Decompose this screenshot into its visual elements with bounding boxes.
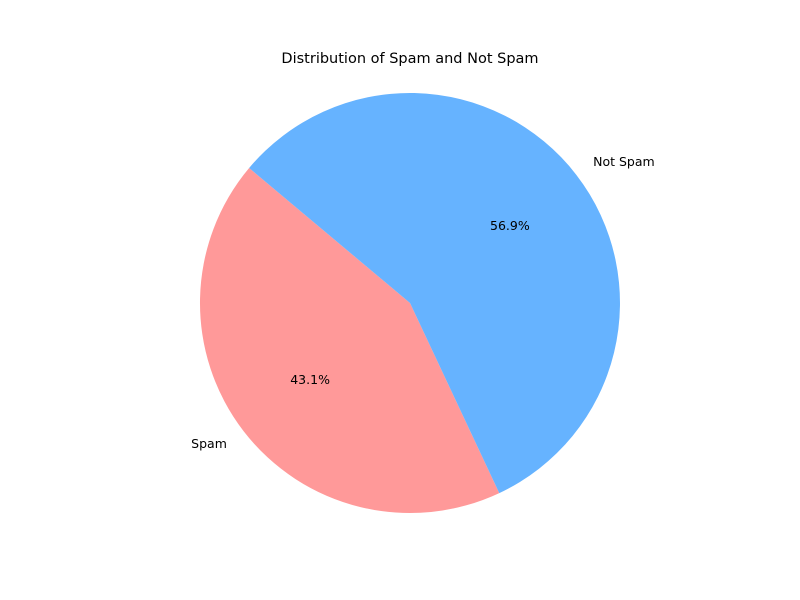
pie-slice-not-spam <box>249 93 620 494</box>
pie-slices <box>199 93 620 514</box>
slice-label-not-spam: Not Spam <box>593 154 655 169</box>
pct-label-not-spam: 56.9% <box>490 218 530 233</box>
chart-title: Distribution of Spam and Not Spam <box>281 51 538 67</box>
pie-labels: Spam 43.1% Not Spam 56.9% <box>191 154 655 451</box>
pct-label-spam: 43.1% <box>290 372 330 387</box>
slice-label-spam: Spam <box>191 436 227 451</box>
pie-slice-spam <box>199 168 500 514</box>
